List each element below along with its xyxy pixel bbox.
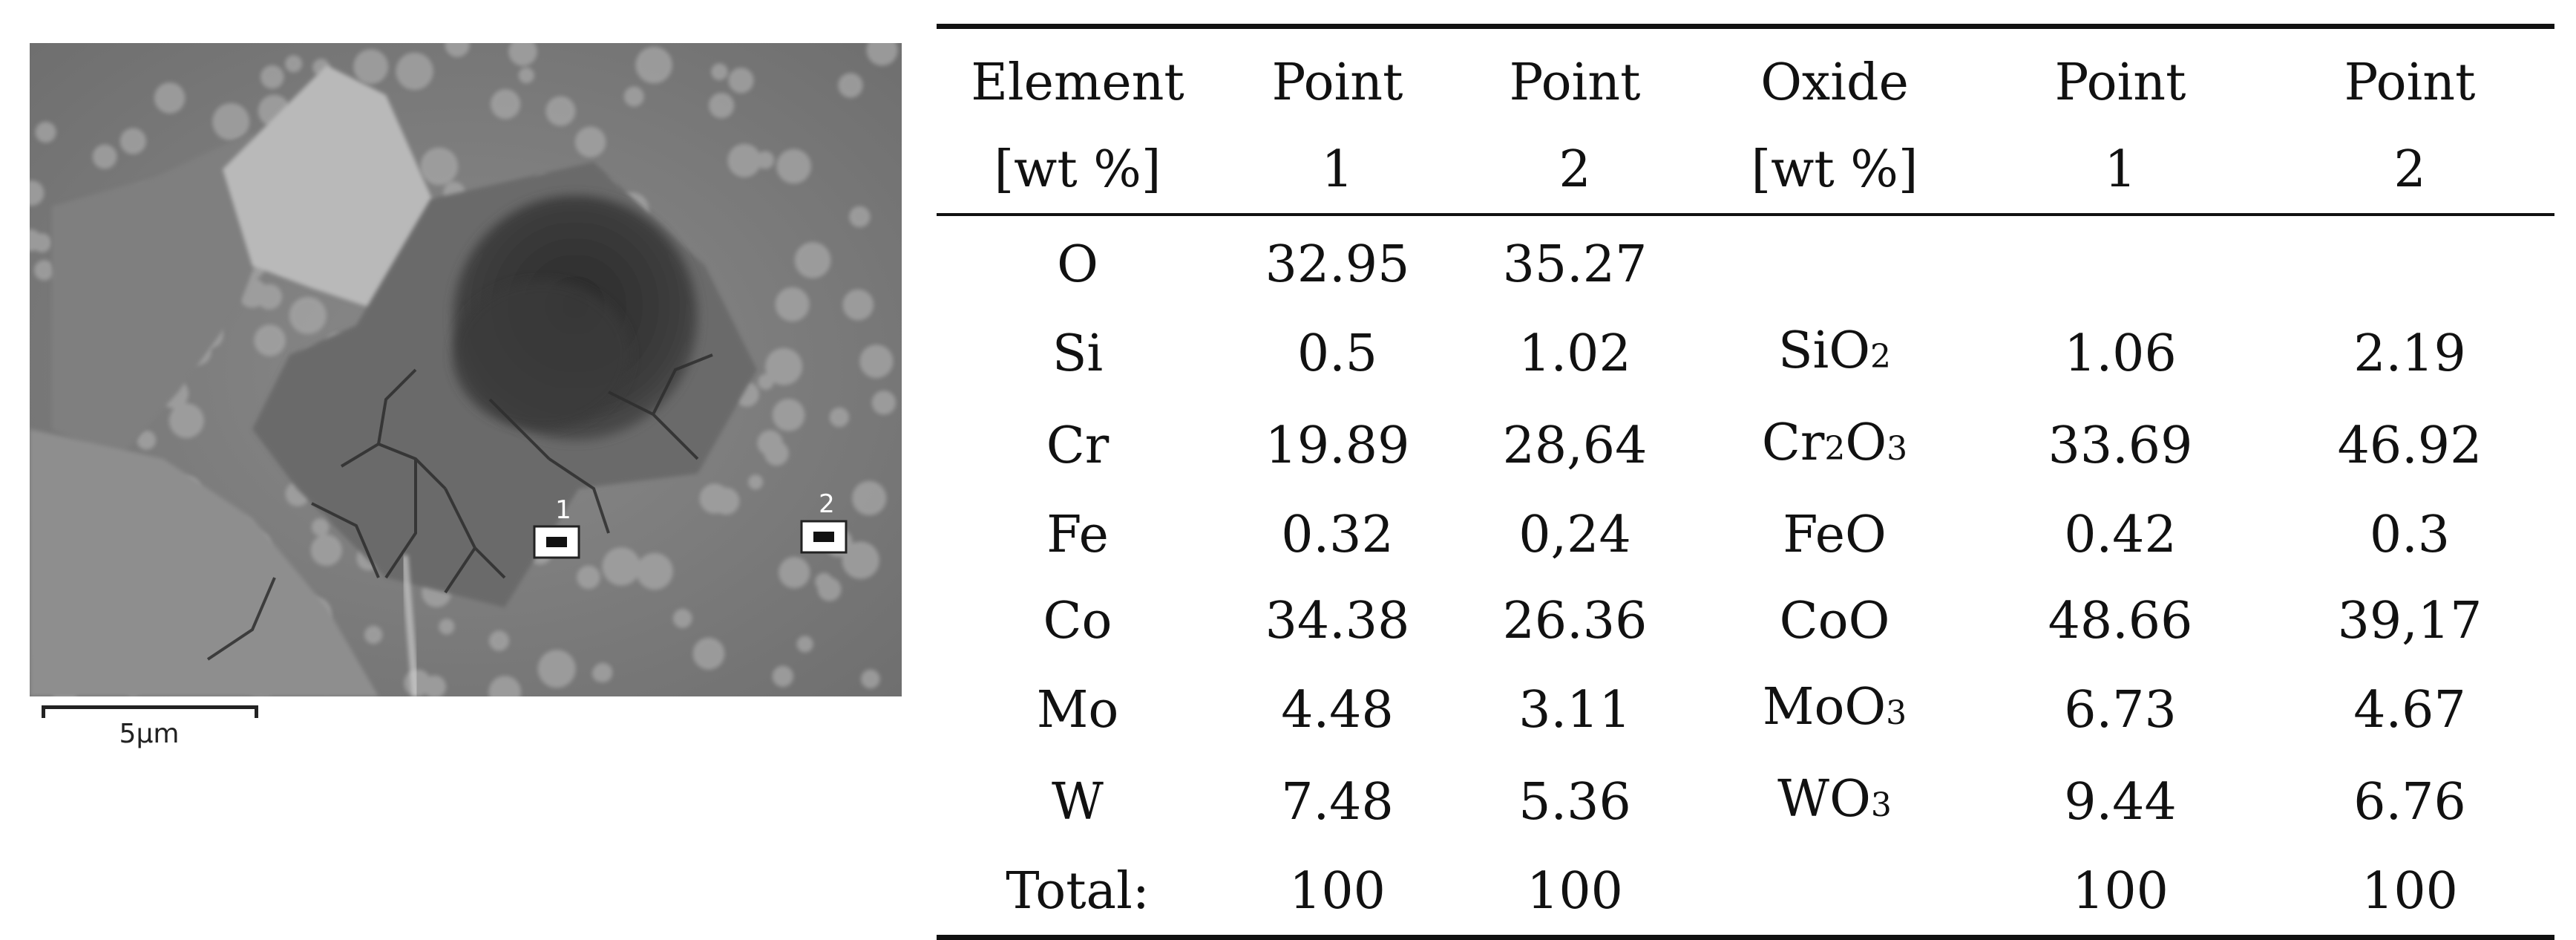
- point-1-cell: 0.5: [1297, 324, 1378, 383]
- column-subheader-oxide: [wt %]: [1694, 126, 1976, 216]
- oxide-point-2-cell: 39,17: [2337, 592, 2482, 650]
- oxide-cell: [1694, 215, 1976, 308]
- table-header-row: [wt %] 1 2 [wt %] 1 2: [937, 126, 2554, 216]
- marker-1-label: 1: [555, 495, 571, 525]
- element-cell: O: [1057, 235, 1098, 294]
- oxide-point-2-cell: 4.67: [2353, 681, 2466, 740]
- oxide-cell: [1694, 849, 1976, 940]
- column-subheader-oxide-point-1: 1: [1976, 126, 2265, 216]
- oxide-point-1-cell: 48.66: [2048, 592, 2193, 650]
- point-1-cell: 34.38: [1265, 592, 1410, 650]
- table-row: Si 0.5 1.02 SiO2 1.06 2.19: [937, 308, 2554, 400]
- point-2-cell: 3.11: [1518, 681, 1631, 740]
- scale-bar-label: 5µm: [119, 719, 180, 749]
- point-1-cell: 7.48: [1281, 773, 1394, 832]
- column-header-oxide: Oxide: [1694, 24, 1976, 126]
- element-cell: Fe: [1046, 506, 1109, 564]
- eds-composition-table: Element Point Point Oxide Point Point [w…: [937, 24, 2554, 940]
- point-2-cell: 5.36: [1518, 773, 1631, 832]
- sem-image: 1 2: [30, 43, 902, 696]
- oxide-point-2-cell: [2265, 215, 2554, 308]
- table-row: Mo 4.48 3.11 MoO3 6.73 4.67: [937, 665, 2554, 757]
- oxide-cell: WO3: [1777, 770, 1892, 829]
- marker-2-label: 2: [819, 489, 835, 519]
- point-1-cell: 19.89: [1265, 417, 1410, 475]
- oxide-point-1-cell: 6.73: [2064, 681, 2177, 740]
- table-header-row: Element Point Point Oxide Point Point: [937, 24, 2554, 126]
- oxide-point-2-cell: 6.76: [2353, 773, 2466, 832]
- column-subheader-point-1: 1: [1219, 126, 1456, 216]
- marker-1: 1: [533, 495, 580, 559]
- oxide-point-1-cell: 9.44: [2064, 773, 2177, 832]
- oxide-point-1-cell: [1976, 215, 2265, 308]
- point-2-cell: 28,64: [1502, 417, 1648, 475]
- point-1-cell: 100: [1219, 849, 1456, 940]
- table-row: W 7.48 5.36 WO3 9.44 6.76: [937, 757, 2554, 849]
- oxide-cell: CoO: [1779, 592, 1890, 650]
- oxide-cell: FeO: [1783, 506, 1887, 564]
- point-1-cell: 32.95: [1265, 235, 1410, 294]
- point-1-cell: 0.32: [1281, 506, 1394, 564]
- table-row: Fe 0.32 0,24 FeO 0.42 0.3: [937, 492, 2554, 578]
- marker-2: 2: [800, 489, 848, 554]
- oxide-point-1-cell: 100: [1976, 849, 2265, 940]
- column-header-element: Element: [937, 24, 1219, 126]
- oxide-point-1-cell: 1.06: [2064, 324, 2177, 383]
- column-header-point-2: Point: [1456, 24, 1694, 126]
- table-row: Total: 100 100 100 100: [937, 849, 2554, 940]
- column-header-point-1: Point: [1219, 24, 1456, 126]
- table-row: O 32.95 35.27: [937, 215, 2554, 308]
- oxide-cell: SiO2: [1777, 322, 1892, 380]
- column-subheader-point-2: 2: [1456, 126, 1694, 216]
- scale-bar-line: [42, 705, 258, 718]
- point-2-cell: 0,24: [1518, 506, 1631, 564]
- point-2-cell: 35.27: [1502, 235, 1648, 294]
- oxide-point-2-cell: 100: [2265, 849, 2554, 940]
- oxide-point-2-cell: 46.92: [2337, 417, 2482, 475]
- element-cell: Mo: [1036, 681, 1119, 740]
- point-1-cell: 4.48: [1281, 681, 1394, 740]
- point-2-cell: 100: [1456, 849, 1694, 940]
- element-cell: Cr: [1046, 417, 1110, 475]
- sem-micrograph: 1 2: [30, 43, 902, 696]
- oxide-cell: Cr2O3: [1761, 414, 1908, 472]
- element-cell: Co: [1043, 592, 1112, 650]
- element-cell: W: [1052, 773, 1104, 832]
- column-subheader-element: [wt %]: [937, 126, 1219, 216]
- column-header-oxide-point-1: Point: [1976, 24, 2265, 126]
- oxide-point-2-cell: 2.19: [2353, 324, 2466, 383]
- oxide-point-2-cell: 0.3: [2369, 506, 2451, 564]
- oxide-point-1-cell: 33.69: [2048, 417, 2193, 475]
- element-cell: Si: [1052, 324, 1104, 383]
- element-cell: Total:: [937, 849, 1219, 940]
- table-row: Cr 19.89 28,64 Cr2O3 33.69 46.92: [937, 400, 2554, 492]
- oxide-cell: MoO3: [1762, 678, 1907, 737]
- point-2-cell: 26.36: [1502, 592, 1648, 650]
- table-row: Co 34.38 26.36 CoO 48.66 39,17: [937, 578, 2554, 665]
- column-header-oxide-point-2: Point: [2265, 24, 2554, 126]
- point-2-cell: 1.02: [1518, 324, 1631, 383]
- oxide-point-1-cell: 0.42: [2064, 506, 2177, 564]
- scale-bar: 5µm: [37, 702, 261, 749]
- column-subheader-oxide-point-2: 2: [2265, 126, 2554, 216]
